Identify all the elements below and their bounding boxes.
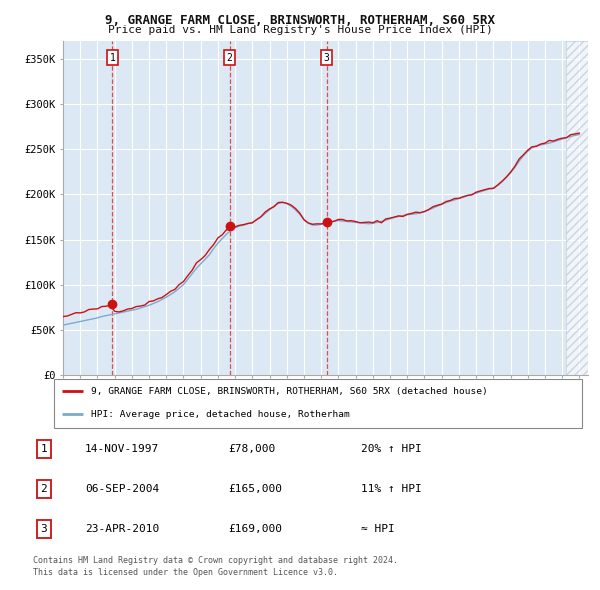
Text: 9, GRANGE FARM CLOSE, BRINSWORTH, ROTHERHAM, S60 5RX (detached house): 9, GRANGE FARM CLOSE, BRINSWORTH, ROTHER… bbox=[91, 387, 488, 396]
Text: 2: 2 bbox=[40, 484, 47, 494]
Text: 06-SEP-2004: 06-SEP-2004 bbox=[85, 484, 160, 494]
Bar bbox=[566, 41, 596, 375]
Text: 20% ↑ HPI: 20% ↑ HPI bbox=[361, 444, 422, 454]
Text: 1: 1 bbox=[109, 53, 115, 63]
Text: 11% ↑ HPI: 11% ↑ HPI bbox=[361, 484, 422, 494]
Text: ≈ HPI: ≈ HPI bbox=[361, 524, 395, 534]
Text: £165,000: £165,000 bbox=[229, 484, 283, 494]
Text: 3: 3 bbox=[323, 53, 329, 63]
Text: HPI: Average price, detached house, Rotherham: HPI: Average price, detached house, Roth… bbox=[91, 409, 350, 419]
Text: 1: 1 bbox=[40, 444, 47, 454]
Text: 9, GRANGE FARM CLOSE, BRINSWORTH, ROTHERHAM, S60 5RX: 9, GRANGE FARM CLOSE, BRINSWORTH, ROTHER… bbox=[105, 14, 495, 27]
Text: This data is licensed under the Open Government Licence v3.0.: This data is licensed under the Open Gov… bbox=[33, 568, 338, 576]
Text: £78,000: £78,000 bbox=[229, 444, 276, 454]
Text: £169,000: £169,000 bbox=[229, 524, 283, 534]
Text: 2: 2 bbox=[227, 53, 233, 63]
FancyBboxPatch shape bbox=[54, 379, 582, 428]
Text: 3: 3 bbox=[40, 524, 47, 534]
Text: Price paid vs. HM Land Registry's House Price Index (HPI): Price paid vs. HM Land Registry's House … bbox=[107, 25, 493, 35]
Text: 14-NOV-1997: 14-NOV-1997 bbox=[85, 444, 160, 454]
Text: Contains HM Land Registry data © Crown copyright and database right 2024.: Contains HM Land Registry data © Crown c… bbox=[33, 556, 398, 565]
Text: 23-APR-2010: 23-APR-2010 bbox=[85, 524, 160, 534]
